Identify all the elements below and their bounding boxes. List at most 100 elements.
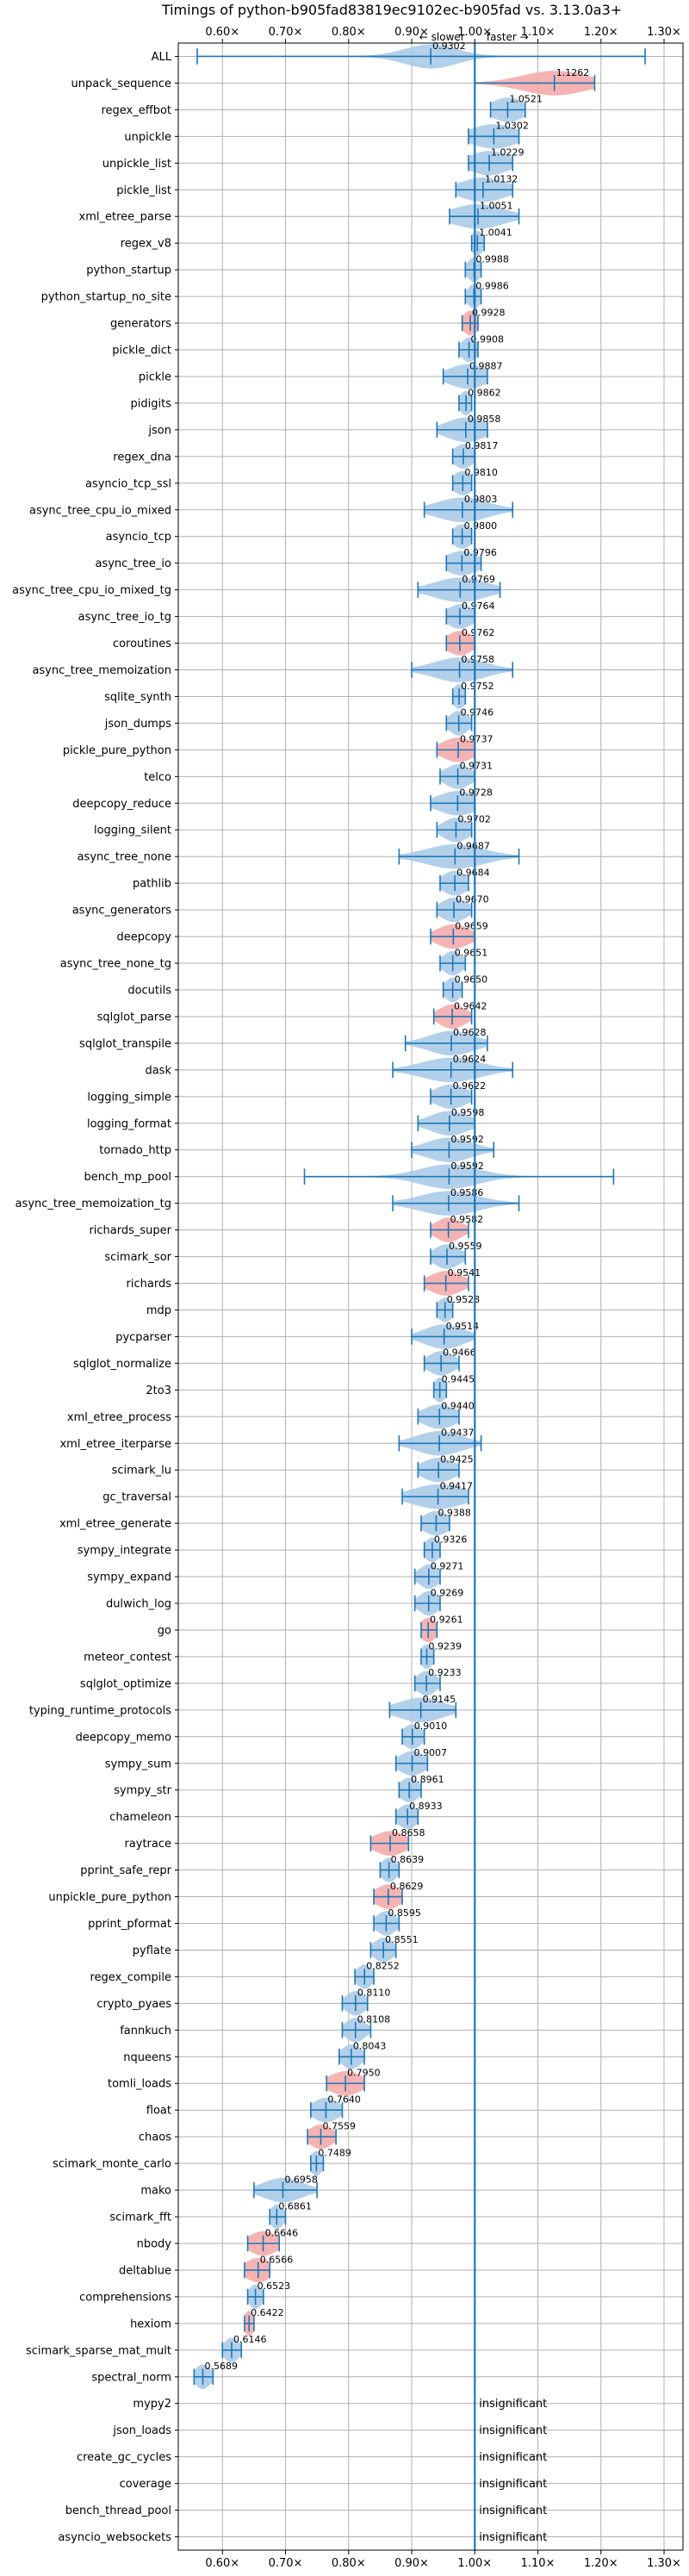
x-tick-label-bottom: 0.60× <box>205 2557 239 2570</box>
x-tick-label-bottom: 1.20× <box>584 2557 618 2570</box>
value-label: 0.7640 <box>327 2094 361 2106</box>
category-label: asyncio_websockets <box>58 2531 171 2544</box>
x-tick-label-top: 1.00× <box>457 26 492 39</box>
category-label: scimark_monte_carlo <box>53 2158 171 2171</box>
value-label: 0.9592 <box>450 1160 484 1172</box>
category-label: unpickle_pure_python <box>48 1891 171 1904</box>
value-label: 0.9326 <box>434 1534 468 1545</box>
value-label: 0.9737 <box>460 734 493 745</box>
category-label: mypy2 <box>133 2398 171 2411</box>
value-label: 0.8658 <box>392 1827 425 1839</box>
insignificant-label: insignificant <box>479 2451 547 2464</box>
value-label: 0.9437 <box>441 1428 475 1439</box>
value-label: 0.9769 <box>462 574 495 585</box>
value-label: 0.9752 <box>461 681 494 692</box>
value-label: 0.6861 <box>278 2200 312 2212</box>
category-label: async_tree_none_tg <box>60 958 171 971</box>
value-label: 0.9728 <box>459 787 493 799</box>
category-label: unpickle <box>124 131 171 144</box>
category-label: logging_simple <box>87 1091 171 1104</box>
value-label: 0.9425 <box>440 1454 474 1465</box>
category-label: hexiom <box>130 2318 171 2330</box>
insignificant-label: insignificant <box>479 2504 547 2517</box>
category-labels: ALL unpack_sequence regex_effbot unpickle un… <box>12 51 178 2544</box>
category-label: scimark_sparse_mat_mult <box>26 2344 171 2357</box>
value-label: 0.9586 <box>450 1187 484 1198</box>
value-label: 0.7559 <box>322 2120 356 2131</box>
category-label: deepcopy_reduce <box>72 798 171 811</box>
value-label: 1.0302 <box>495 121 529 132</box>
category-label: async_tree_io_tg <box>78 611 171 624</box>
value-label: 0.9684 <box>456 867 490 878</box>
category-label: python_startup <box>86 264 171 277</box>
category-label: sqlglot_parse <box>97 1011 171 1024</box>
category-label: bench_thread_pool <box>65 2504 171 2517</box>
category-label: logging_format <box>87 1117 171 1130</box>
category-label: pickle_dict <box>112 345 171 358</box>
slower-direction-label: ← slower <box>419 31 465 43</box>
category-label: unpack_sequence <box>71 78 171 90</box>
value-label: 0.9514 <box>446 1321 480 1332</box>
chart-title: Timings of python-b905fad83819ec9102ec-b… <box>161 2 622 18</box>
value-label: 0.9145 <box>423 1694 456 1705</box>
value-label: 0.9862 <box>468 387 501 398</box>
value-label: 0.9466 <box>443 1347 476 1359</box>
category-label: tornado_http <box>99 1144 171 1157</box>
category-label: asyncio_tcp_ssl <box>85 477 171 490</box>
category-label: regex_compile <box>90 1971 171 1984</box>
category-label: create_gc_cycles <box>77 2451 171 2464</box>
category-label: scimark_lu <box>112 1465 171 1478</box>
category-label: async_tree_cpu_io_mixed <box>29 504 171 517</box>
category-label: coroutines <box>113 638 171 650</box>
value-label: 0.7950 <box>347 2068 381 2079</box>
value-label: 0.9928 <box>472 307 506 318</box>
x-tick-label-top: 1.10× <box>521 26 556 39</box>
value-label: 0.9803 <box>464 494 498 505</box>
value-label: 1.0051 <box>480 201 513 212</box>
category-label: sympy_integrate <box>78 1545 171 1558</box>
insignificant-label: insignificant <box>479 2478 547 2491</box>
value-label: 0.9796 <box>463 547 497 558</box>
x-tick-label-bottom: 1.30× <box>647 2557 681 2570</box>
value-label: 0.9582 <box>450 1214 484 1225</box>
category-label: richards_super <box>89 1224 171 1237</box>
value-label: 0.9650 <box>455 974 488 985</box>
category-label: unpickle_list <box>102 158 171 171</box>
value-label: 0.9628 <box>453 1027 487 1038</box>
value-label: 0.6566 <box>260 2254 294 2265</box>
category-label: ALL <box>152 51 172 64</box>
value-label: 0.5689 <box>204 2361 238 2372</box>
category-label: telco <box>144 771 171 784</box>
category-label: coverage <box>120 2478 171 2491</box>
category-label: pycparser <box>115 1331 171 1344</box>
category-label: async_generators <box>72 905 172 918</box>
value-label: 0.9670 <box>456 893 489 905</box>
value-label: 0.9598 <box>451 1107 485 1118</box>
category-label: json_dumps <box>104 718 171 731</box>
category-label: scimark_sor <box>104 1251 171 1264</box>
value-label: 0.9986 <box>475 280 509 291</box>
category-label: deepcopy_memo <box>76 1731 171 1744</box>
category-label: deepcopy <box>116 931 171 944</box>
value-label: 0.9642 <box>454 1000 487 1011</box>
category-label: 2to3 <box>146 1384 171 1397</box>
x-tick-label-top: 0.70× <box>269 26 303 39</box>
value-label: 0.8043 <box>353 2041 387 2052</box>
category-label: async_tree_none <box>78 851 171 864</box>
insignificant-label: insignificant <box>479 2424 547 2437</box>
x-axis-top: 0.60× 0.70× 0.80× 0.90× 1.00× 1.10× 1.20× 1.30× <box>205 26 681 43</box>
value-label: 0.9269 <box>431 1587 464 1598</box>
value-label: 0.9445 <box>442 1374 475 1385</box>
category-label: fannkuch <box>120 2025 171 2038</box>
value-label: 0.8108 <box>357 2014 391 2025</box>
category-label: dask <box>145 1064 171 1077</box>
x-tick-label-top: 1.20× <box>584 26 618 39</box>
value-label: 0.9762 <box>462 627 495 638</box>
category-label: generators <box>110 318 171 331</box>
category-label: float <box>146 2105 171 2118</box>
value-label: 0.9559 <box>449 1241 482 1252</box>
category-label: asyncio_tcp <box>106 531 171 544</box>
plot-frame <box>177 42 684 2551</box>
category-label: go <box>158 1624 171 1637</box>
